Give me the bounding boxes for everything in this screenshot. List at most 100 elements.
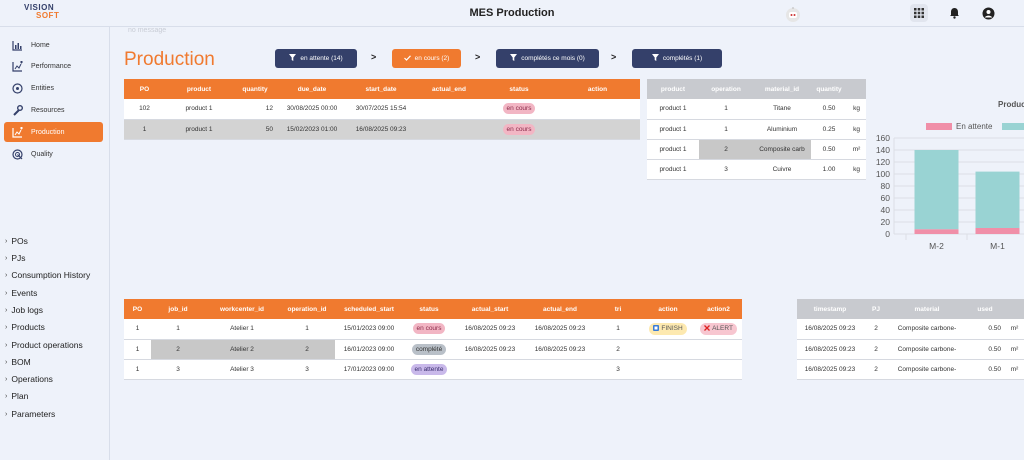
table-row[interactable]: product 1 2 Composite carb 0.50 m² (647, 139, 866, 160)
table-row[interactable]: 16/08/2025 09:23 2 Composite carbone- 0.… (797, 319, 1024, 340)
table-header-row: product operation material_id quantity (647, 79, 866, 99)
filter-en-attente-button[interactable]: en attente (14) (275, 49, 357, 68)
column-header[interactable]: status (403, 299, 455, 319)
nav-link-products[interactable]: › Products (5, 322, 45, 332)
column-header[interactable]: timestamp (797, 299, 863, 319)
column-header[interactable]: PO (124, 79, 165, 99)
column-header[interactable]: actual_end (525, 299, 595, 319)
filter-icon (510, 54, 518, 63)
table-row[interactable]: 1 1 Atelier 1 1 15/01/2023 09:00 en cour… (124, 319, 742, 340)
consumption-table: timestamp PJ material used 16/08/2025 09… (797, 299, 1024, 380)
column-header[interactable]: material (889, 299, 965, 319)
sidebar-item-label: Resources (31, 106, 65, 114)
filter-icon (651, 54, 659, 63)
status-badge: en attente (410, 363, 448, 375)
column-header[interactable]: action (555, 79, 640, 99)
grid-icon[interactable] (910, 4, 928, 22)
y-tick-label: 140 (876, 145, 890, 155)
logo[interactable]: VISION SOFT (24, 3, 60, 20)
column-header[interactable]: PJ (863, 299, 889, 319)
bar-segment[interactable] (914, 150, 959, 230)
table-row[interactable]: 1 product 1 50 15/02/2023 01:00 16/08/20… (124, 119, 640, 140)
table-row[interactable]: product 1 1 Titane 0.50 kg (647, 99, 866, 120)
nav-link-operations[interactable]: › Operations (5, 374, 53, 384)
column-header[interactable]: actual_start (455, 299, 525, 319)
column-header[interactable]: action2 (695, 299, 742, 319)
job-table: PO job_id workcenter_id operation_id sch… (124, 299, 742, 380)
column-header[interactable]: action (641, 299, 695, 319)
filter-completes-button[interactable]: complétés (1) (632, 49, 722, 68)
table-row[interactable]: product 1 3 Cuivre 1.00 kg (647, 159, 866, 180)
column-header[interactable]: start_date (347, 79, 415, 99)
nav-link-pjs[interactable]: › PJs (5, 253, 26, 263)
sidebar-item-performance[interactable]: Performance (4, 56, 103, 76)
y-tick-label: 120 (876, 157, 890, 167)
table-row[interactable]: 1 3 Atelier 3 3 17/01/2023 09:00 en atte… (124, 359, 742, 380)
flow-arrow: > (611, 52, 617, 62)
user-icon[interactable] (979, 4, 997, 22)
bar-segment[interactable] (914, 229, 959, 234)
bar-segment[interactable] (975, 228, 1020, 234)
filter-en-cours-button[interactable]: en cours (2) (392, 49, 461, 68)
y-tick-label: 160 (876, 133, 890, 143)
nav-link-pos[interactable]: › POs (5, 236, 28, 246)
column-header[interactable]: quantity (811, 79, 847, 99)
column-header[interactable]: job_id (151, 299, 205, 319)
page-title: Production (124, 49, 215, 70)
table-row[interactable]: 16/08/2025 09:23 2 Composite carbone- 0.… (797, 339, 1024, 360)
sidebar-item-home[interactable]: Home (4, 35, 103, 55)
column-header[interactable]: quantity (233, 79, 277, 99)
robot-icon[interactable] (783, 5, 803, 23)
filter-completes-ce-mois-button[interactable]: complétés ce mois (0) (496, 49, 599, 68)
nav-link-events[interactable]: › Events (5, 288, 38, 298)
column-header[interactable]: actual_end (415, 79, 483, 99)
column-header[interactable]: used (965, 299, 1005, 319)
column-header[interactable]: product (165, 79, 233, 99)
chart-title: Produc (998, 100, 1024, 109)
column-header[interactable]: operation_id (279, 299, 335, 319)
column-header[interactable] (847, 79, 866, 99)
nav-link-plan[interactable]: › Plan (5, 391, 29, 401)
y-tick-label: 60 (881, 193, 891, 203)
sidebar: Home Performance Entities Resources Prod… (0, 27, 110, 460)
sidebar-item-production[interactable]: Production (4, 122, 103, 142)
column-header[interactable]: operation (699, 79, 753, 99)
table-row[interactable]: 1 2 Atelier 2 2 16/01/2023 09:00 complét… (124, 339, 742, 360)
column-header[interactable]: PO (124, 299, 151, 319)
nav-link-product-operations[interactable]: › Product operations (5, 340, 83, 350)
sidebar-item-quality[interactable]: Quality (4, 144, 103, 164)
sidebar-item-resources[interactable]: Resources (4, 100, 103, 120)
alert-button[interactable]: ALERT (700, 322, 737, 335)
nav-link-parameters[interactable]: › Parameters (5, 409, 56, 419)
column-header[interactable] (1005, 299, 1024, 319)
sidebar-item-label: Home (31, 41, 50, 49)
column-header[interactable]: workcenter_id (205, 299, 279, 319)
po-table: PO product quantity due_date start_date … (124, 79, 640, 140)
column-header[interactable]: product (647, 79, 699, 99)
bar-segment[interactable] (975, 171, 1020, 228)
radar-icon (11, 148, 23, 160)
nav-link-job-logs[interactable]: › Job logs (5, 305, 44, 315)
column-header[interactable]: scheduled_start (335, 299, 403, 319)
sidebar-item-label: Entities (31, 84, 54, 92)
table-header-row: PO job_id workcenter_id operation_id sch… (124, 299, 742, 319)
column-header[interactable]: due_date (277, 79, 347, 99)
legend-label-en-attente[interactable]: En attente (956, 122, 993, 131)
nav-link-bom[interactable]: › BOM (5, 357, 31, 367)
column-header[interactable]: tri (595, 299, 641, 319)
nav-link-consumption-history[interactable]: › Consumption History (5, 270, 91, 280)
finish-button[interactable]: FINISH (649, 322, 687, 335)
sidebar-item-label: Performance (31, 62, 72, 70)
column-header[interactable]: material_id (753, 79, 811, 99)
flow-arrow: > (475, 52, 481, 62)
app-title: MES Production (469, 7, 555, 19)
table-row[interactable]: 16/08/2025 09:23 2 Composite carbone- 0.… (797, 359, 1024, 380)
y-tick-label: 100 (876, 169, 890, 179)
column-header[interactable]: status (483, 79, 555, 99)
table-row[interactable]: product 1 1 Aluminium 0.25 kg (647, 119, 866, 140)
bell-icon[interactable] (945, 4, 963, 22)
sidebar-item-label: Quality (31, 150, 53, 158)
table-row[interactable]: 102 product 1 12 30/08/2025 00:00 30/07/… (124, 99, 640, 120)
legend-swatch-en-attente (926, 123, 952, 130)
sidebar-item-entities[interactable]: Entities (4, 78, 103, 98)
